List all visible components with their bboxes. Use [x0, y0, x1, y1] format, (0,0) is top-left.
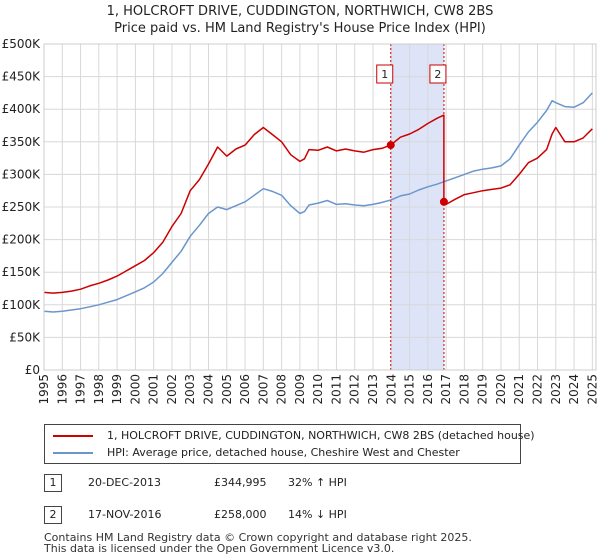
y-tick-label: £100K — [2, 298, 42, 312]
y-tick-label: £150K — [2, 265, 42, 279]
x-tick-label: 2001 — [147, 374, 161, 405]
legend-label-hpi: HPI: Average price, detached house, Ches… — [107, 446, 460, 459]
x-tick-label: 2002 — [165, 374, 179, 405]
sale-hpi-diff: 32% ↑ HPI — [288, 476, 347, 489]
x-tick-label: 1998 — [92, 374, 106, 405]
sale-id-badge: 1 — [44, 474, 62, 492]
x-tick-label: 2020 — [494, 374, 508, 405]
x-tick-label: 2012 — [348, 374, 362, 405]
y-tick-label: £300K — [2, 167, 42, 181]
footer-licence: This data is licensed under the Open Gov… — [44, 542, 395, 555]
y-tick-label: £400K — [2, 102, 42, 116]
x-tick-label: 2006 — [238, 374, 252, 405]
sale-hpi-diff: 14% ↓ HPI — [288, 508, 347, 521]
y-tick-label: £500K — [2, 37, 42, 51]
y-tick-label: £50K — [9, 330, 41, 344]
x-tick-label: 2024 — [567, 374, 581, 405]
x-tick-label: 2025 — [585, 374, 599, 405]
x-tick-label: 2014 — [384, 374, 398, 405]
x-tick-label: 2016 — [421, 374, 435, 405]
chart-subtitle: Price paid vs. HM Land Registry's House … — [114, 21, 486, 36]
x-tick-label: 2005 — [220, 374, 234, 405]
x-tick-label: 2011 — [329, 374, 343, 405]
legend-label-property: 1, HOLCROFT DRIVE, CUDDINGTON, NORTHWICH… — [107, 429, 535, 442]
sale-2-label: 2 — [434, 68, 441, 81]
x-tick-label: 2018 — [457, 374, 471, 405]
x-tick-label: 2013 — [366, 374, 380, 405]
sale-id-badge: 2 — [44, 506, 62, 524]
sale-date: 17-NOV-2016 — [88, 508, 162, 521]
price-chart: £0 £50K £100K £150K £200K £250K £300K £350K £400… — [2, 37, 600, 405]
x-tick-label: 2023 — [549, 374, 563, 405]
sale-1-marker — [386, 141, 395, 150]
sale-price: £344,995 — [214, 476, 267, 489]
x-tick-label: 2008 — [275, 374, 289, 405]
plot-frame — [43, 43, 597, 371]
y-tick-label: £450K — [2, 70, 42, 84]
sale-date: 20-DEC-2013 — [88, 476, 162, 489]
x-tick-label: 1997 — [74, 374, 88, 405]
x-tick-label: 2004 — [202, 374, 216, 405]
legend-swatch-property — [53, 435, 93, 437]
sale-1-label-box — [376, 64, 394, 84]
x-tick-label: 2010 — [311, 374, 325, 405]
x-tick-label: 1999 — [110, 374, 124, 405]
x-tick-label: 2019 — [476, 374, 490, 405]
property-price-line — [43, 114, 593, 294]
sale-2-marker — [439, 197, 448, 206]
y-tick-label: £250K — [2, 200, 42, 214]
y-tick-label: £0 — [25, 363, 40, 377]
sale-2-label-box — [429, 64, 447, 84]
x-tick-label: 2000 — [128, 374, 142, 405]
x-tick-label: 2022 — [531, 374, 545, 405]
y-tick-label: £200K — [2, 233, 42, 247]
sale-price: £258,000 — [214, 508, 267, 521]
x-tick-label: 1995 — [37, 374, 51, 405]
x-tick-label: 2009 — [293, 374, 307, 405]
y-tick-label: £350K — [2, 135, 42, 149]
x-tick-label: 1996 — [55, 374, 69, 405]
sale-1-label: 1 — [381, 68, 388, 81]
footer-copyright: Contains HM Land Registry data © Crown c… — [44, 531, 472, 544]
legend: 1, HOLCROFT DRIVE, CUDDINGTON, NORTHWICH… — [44, 424, 535, 464]
x-tick-label: 2007 — [256, 374, 270, 405]
hpi-line — [43, 92, 593, 313]
legend-swatch-hpi — [53, 452, 93, 454]
chart-title: 1, HOLCROFT DRIVE, CUDDINGTON, NORTHWICH… — [106, 4, 494, 19]
x-tick-label: 2015 — [403, 374, 417, 405]
x-tick-label: 2003 — [183, 374, 197, 405]
x-tick-label: 2017 — [439, 374, 453, 405]
x-tick-label: 2021 — [512, 374, 526, 405]
